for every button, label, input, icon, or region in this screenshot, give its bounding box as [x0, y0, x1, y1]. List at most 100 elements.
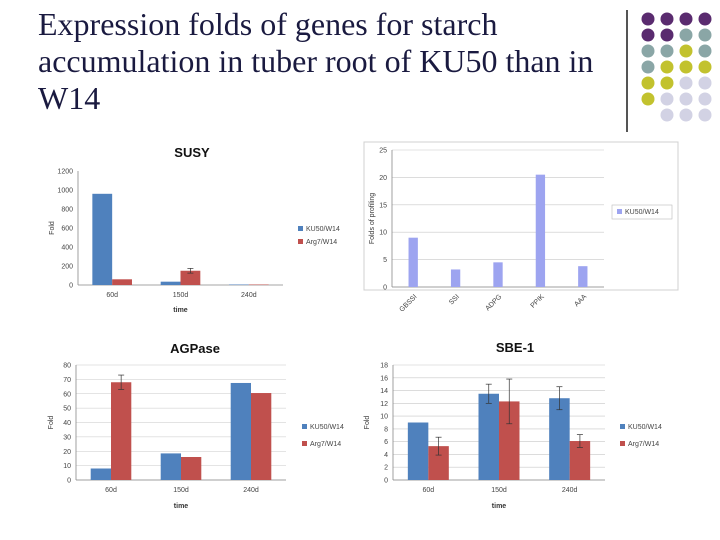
bar-profiling-SSI-0	[450, 269, 461, 287]
bar-agpase-150d-1	[181, 457, 202, 480]
legend-swatch	[620, 441, 625, 446]
decorative-dot	[641, 44, 655, 58]
y-tick-label: 0	[384, 478, 388, 485]
y-axis-label: Fold	[364, 416, 371, 430]
y-tick-label: 800	[61, 207, 73, 214]
chart-title: SUSY	[174, 145, 210, 160]
decorative-dot	[698, 92, 712, 106]
decorative-dot	[698, 60, 712, 74]
y-tick-label: 30	[63, 434, 71, 441]
bar-profiling-GBSSI-0	[408, 237, 418, 287]
x-axis-label: time	[173, 307, 188, 314]
x-tick-label: 60d	[106, 292, 118, 299]
y-tick-label: 6	[384, 439, 388, 446]
chart-frame	[363, 141, 679, 291]
y-tick-label: 80	[63, 363, 71, 370]
y-tick-label: 0	[69, 283, 73, 290]
decorative-dot-grid	[641, 12, 712, 122]
bar-agpase-240d-1	[251, 393, 272, 480]
decorative-dot	[679, 76, 693, 90]
y-axis-label: Fold	[48, 416, 55, 430]
y-tick-label: 60	[63, 391, 71, 398]
bar-profiling-AAA-0	[578, 266, 588, 287]
x-axis-label: time	[174, 503, 189, 510]
bar-profiling-ADPG-0	[493, 262, 503, 287]
decorative-dot	[641, 60, 655, 74]
bar-agpase-60d-0	[90, 468, 111, 480]
bar-sbe1-150d-0	[478, 393, 499, 480]
decorative-dot	[698, 12, 712, 26]
bar-susy-240d-1	[248, 284, 269, 286]
y-tick-label: 20	[63, 449, 71, 456]
y-tick-label: 40	[63, 420, 71, 427]
y-tick-label: 0	[383, 285, 387, 292]
decorative-dot	[660, 92, 674, 106]
legend-swatch	[620, 424, 625, 429]
y-tick-label: 10	[63, 463, 71, 470]
legend-label: KU50/W14	[310, 424, 344, 431]
bar-agpase-60d-1	[111, 382, 132, 480]
legend-label: Arg7/W14	[628, 441, 659, 448]
decorative-divider	[626, 10, 628, 132]
y-tick-label: 600	[61, 226, 73, 233]
y-tick-label: 4	[384, 452, 388, 459]
decorative-dot	[679, 44, 693, 58]
y-axis-label: Folds of profiling	[369, 193, 376, 244]
bar-sbe1-60d-0	[407, 422, 429, 480]
y-tick-label: 14	[380, 388, 388, 395]
y-tick-label: 1200	[57, 169, 73, 176]
bar-susy-240d-0	[229, 284, 249, 286]
decorative-dot	[679, 12, 693, 26]
y-tick-label: 16	[380, 375, 388, 382]
susy-chart: 0 200 400 600 800 1000 1200 SUSY Fold time 60d 150d…	[49, 145, 340, 314]
decorative-dot	[641, 76, 655, 90]
y-tick-label: 8	[384, 426, 388, 433]
x-tick-label: SSI	[448, 293, 461, 306]
bar-susy-150d-0	[160, 281, 181, 285]
y-tick-label: 15	[379, 202, 387, 209]
y-tick-label: 2	[384, 465, 388, 472]
x-tick-label: ADPG	[484, 293, 503, 312]
legend-label: KU50/W14	[625, 209, 659, 216]
y-tick-label: 400	[61, 245, 73, 252]
legend-label: KU50/W14	[306, 226, 340, 233]
decorative-dot	[641, 12, 655, 26]
legend-swatch	[298, 226, 303, 231]
y-tick-label: 10	[379, 230, 387, 237]
sbe1-chart: 0 2 4 6 8 10 12 14 16 18 SBE-1 Fold time 60d 150d 240d K…	[364, 340, 662, 510]
x-tick-label: 60d	[422, 487, 434, 494]
y-axis-label: Fold	[49, 221, 56, 235]
y-tick-label: 0	[67, 478, 71, 485]
legend-box	[611, 204, 673, 220]
decorative-dot	[660, 60, 674, 74]
x-axis-label: time	[492, 503, 507, 510]
decorative-dot	[698, 76, 712, 90]
legend-swatch	[617, 209, 622, 214]
x-tick-label: 150d	[491, 487, 507, 494]
decorative-dot	[660, 76, 674, 90]
bar-agpase-150d-0	[160, 453, 181, 480]
chart-title: SBE-1	[496, 340, 534, 355]
y-tick-label: 12	[380, 401, 388, 408]
chart-title: AGPase	[170, 341, 220, 356]
bar-susy-60d-0	[92, 193, 113, 285]
bar-sbe1-240d-1	[569, 441, 591, 480]
legend-swatch	[302, 424, 307, 429]
decorative-dot	[698, 108, 712, 122]
x-tick-label: GBSSI	[399, 293, 419, 313]
x-tick-label: 240d	[243, 487, 259, 494]
bar-sbe1-60d-1	[428, 446, 449, 480]
y-tick-label: 10	[380, 414, 388, 421]
decorative-dot	[660, 12, 674, 26]
y-tick-label: 5	[383, 257, 387, 264]
bar-agpase-240d-0	[230, 382, 251, 480]
decorative-dot	[660, 28, 674, 42]
y-tick-label: 18	[380, 363, 388, 370]
x-tick-label: 240d	[241, 292, 257, 299]
legend-label: Arg7/W14	[310, 441, 341, 448]
y-tick-label: 50	[63, 406, 71, 413]
slide-title: Expression folds of genes for starch acc…	[38, 6, 594, 116]
y-tick-label: 20	[379, 175, 387, 182]
x-tick-label: AAA	[573, 293, 588, 308]
decorative-dot	[641, 28, 655, 42]
